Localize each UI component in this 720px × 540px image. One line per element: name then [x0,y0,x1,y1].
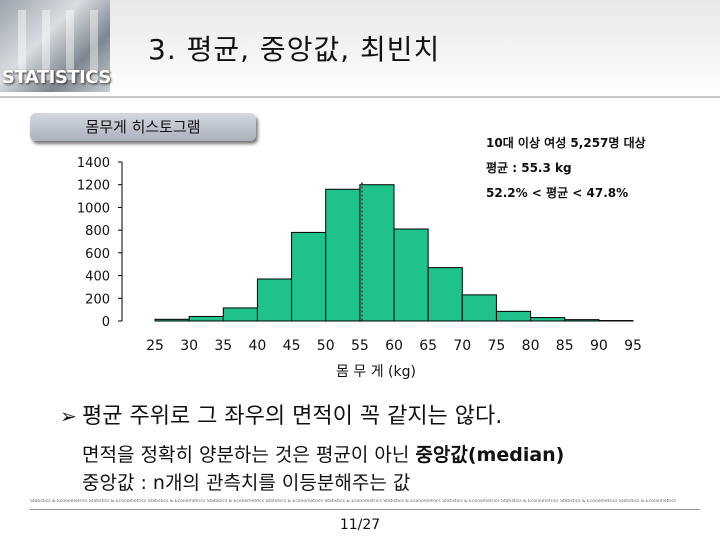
y-tick-label: 400 [85,270,110,285]
x-tick-label: 75 [488,338,506,354]
histogram-bar [256,278,293,322]
photo-column [90,10,98,80]
header-photo [0,0,110,92]
logo-text: STATISTICS [2,67,111,88]
photo-column [18,10,26,80]
x-tick-label: 55 [351,338,369,354]
sub-text-2: 중앙값 : n개의 관측치를 이등분해주는 값 [82,472,411,494]
histogram-bar [495,310,532,322]
y-tick-label: 1000 [77,201,110,216]
page-number: 11/27 [339,517,381,533]
histogram-bar [427,267,463,322]
sub1-emphasis: 중앙값(median) [415,444,565,466]
x-tick-label: 65 [419,338,437,354]
y-tick-label: 800 [85,224,110,239]
x-tick-label: 60 [385,338,403,354]
sub1-prefix: 면적을 정확히 양분하는 것은 평균이 아닌 [82,444,416,466]
y-tick-label: 0 [102,315,110,330]
sub-text-1: 면적을 정확히 양분하는 것은 평균이 아닌 중앙값(median) [82,440,564,467]
x-tick-label: 95 [624,338,642,354]
histogram-bar [188,315,224,322]
x-tick-label: 70 [453,338,471,354]
x-tick-label: 35 [214,338,232,354]
x-tick-label: 40 [249,338,267,354]
x-tick-label: 90 [590,338,608,354]
x-tick-label: 85 [556,338,574,354]
bullet-label: 평균 주위로 그 좌우의 면적이 꼭 같지는 않다. [82,404,503,429]
header-band [0,0,720,100]
y-tick-label: 1200 [77,179,110,194]
bars [154,182,634,322]
y-tick-label: 600 [85,247,110,262]
chart-label: 몸무게 히스토그램 [30,113,256,141]
histogram-bar [291,231,327,322]
x-tick-label: 80 [522,338,540,354]
x-tick-label: 45 [283,338,301,354]
footer-strip: Statistics & Econometrics Statistics & E… [30,499,700,510]
bullet-text: ➢ 평균 주위로 그 좌우의 면적이 꼭 같지는 않다. [60,398,502,430]
arrow-bullet-icon: ➢ [60,404,77,428]
y-tick-label: 1400 [77,156,110,171]
x-axis-label: 몸 무 게 (kg) [336,364,416,380]
histogram-bar [359,184,395,322]
x-tick-label: 25 [146,338,164,354]
x-tick-label: 50 [317,338,335,354]
histogram-bar [222,307,258,322]
histogram-bar [393,228,429,322]
y-tick-label: 200 [85,292,110,307]
x-tick-label: 30 [180,338,198,354]
mean-note: 평균 : 55.3 kg [486,161,572,175]
title-divider [0,96,720,98]
y-axis: 0 200 400 600 800 1000 1200 1400 [77,156,123,330]
histogram-bar [530,317,566,322]
histogram-bar [461,294,497,322]
photo-column [66,10,74,80]
slide-title: 3. 평균, 중앙값, 최빈치 [148,33,441,66]
photo-column [42,10,50,80]
x-axis: 25 30 35 40 45 50 55 60 65 70 75 80 85 90 95 [146,320,642,354]
histogram-bar [325,188,361,322]
histogram-chart: 0 200 400 600 800 1000 1200 1400 25 30 35 40 45 50 55… [77,156,642,380]
split-note: 52.2% < 평균 < 47.8% [486,186,629,200]
population-note: 10대 이상 여성 5,257명 대상 [486,136,646,150]
